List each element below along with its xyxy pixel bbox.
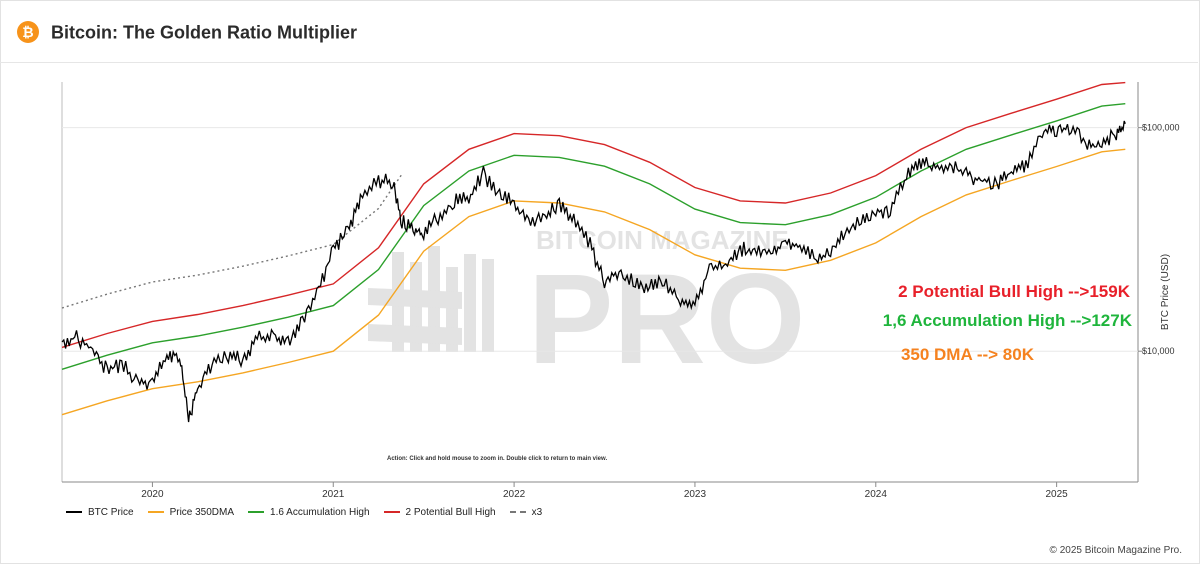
chart-legend: BTC Price Price 350DMA 1.6 Accumulation Hi… [66,505,556,519]
y-axis-label: BTC Price (USD) [1160,254,1171,330]
page-title: Bitcoin: The Golden Ratio Multiplier [51,22,357,43]
series-line-2-potential-bull-high [61,81,1126,349]
annotations: 2 Potential Bull High -->159K 1,6 Accumul… [883,282,1133,364]
annotation-1: 2 Potential Bull High -->159K [898,282,1131,301]
legend-label: 2 Potential Bull High [405,506,496,518]
copyright-text: © 2025 Bitcoin Magazine Pro. [1049,545,1182,556]
gridlines [62,127,1138,352]
legend-swatch-icon [66,511,82,513]
watermark: BITCOIN MAGAZINE PRO [368,225,805,391]
legend-item-1[interactable]: BTC Price [66,507,134,518]
watermark-big-text: PRO [528,248,805,391]
legend-item-3[interactable]: 1.6 Accumulation High [248,507,370,518]
x-tick-label-2021: 2021 [322,489,345,500]
legend-swatch-icon [383,511,400,513]
chart-header: ₿ Bitcoin: The Golden Ratio Multiplier [0,0,1198,63]
y-tick-label-10000: $10,000 [1142,346,1175,356]
series-line-btc-price [61,120,1126,423]
golden-ratio-chart[interactable]: BITCOIN MAGAZINE PRO 2020 2021 2022 2023 202… [0,62,1200,502]
action-hint: Action: Click and hold mouse to zoom in.… [387,456,607,462]
y-tick-label-100000: $100,000 [1142,123,1180,133]
watermark-top-text: BITCOIN MAGAZINE [536,225,789,255]
legend-swatch-icon [509,511,526,513]
annotation-3: 350 DMA --> 80K [901,345,1035,364]
y-axis-ticks: $10,000 $100,000 [1138,123,1180,356]
x-tick-label-2025: 2025 [1045,489,1068,500]
legend-item-2[interactable]: Price 350DMA [147,506,235,518]
series-line-1-6-accumulation-high [61,103,1126,370]
legend-item-4[interactable]: 2 Potential Bull High [383,506,496,518]
series-line-price-350dma [61,148,1126,416]
series-lines [61,81,1126,423]
legend-label: Price 350DMA [169,506,235,518]
x-axis-ticks: 2020 2021 2022 2023 2024 2025 [141,482,1068,500]
watermark-emblem-icon [368,246,494,352]
legend-swatch-icon [147,511,164,513]
legend-label: 1.6 Accumulation High [270,506,370,518]
legend-label: x3 [531,506,543,518]
legend-label: BTC Price [88,506,134,518]
series-line-x3 [61,173,403,309]
legend-swatch-icon [248,511,265,513]
bitcoin-logo-icon: ₿ [17,21,39,43]
annotation-2: 1,6 Accumulation High -->127K [883,311,1133,330]
x-tick-label-2023: 2023 [684,489,707,500]
x-tick-label-2022: 2022 [503,489,526,500]
x-tick-label-2024: 2024 [865,489,888,500]
x-tick-label-2020: 2020 [141,489,164,500]
legend-item-5[interactable]: x3 [509,506,543,518]
